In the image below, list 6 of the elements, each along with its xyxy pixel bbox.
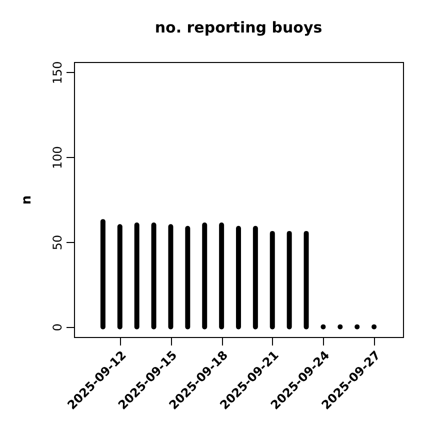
chart-title: no. reporting buoys [154,18,322,37]
y-tick-label: 50 [50,234,64,250]
y-tick-label: 0 [50,323,64,332]
y-tick-label: 150 [50,61,64,84]
y-axis-title: n [20,195,34,205]
y-tick-label: 100 [50,146,64,170]
